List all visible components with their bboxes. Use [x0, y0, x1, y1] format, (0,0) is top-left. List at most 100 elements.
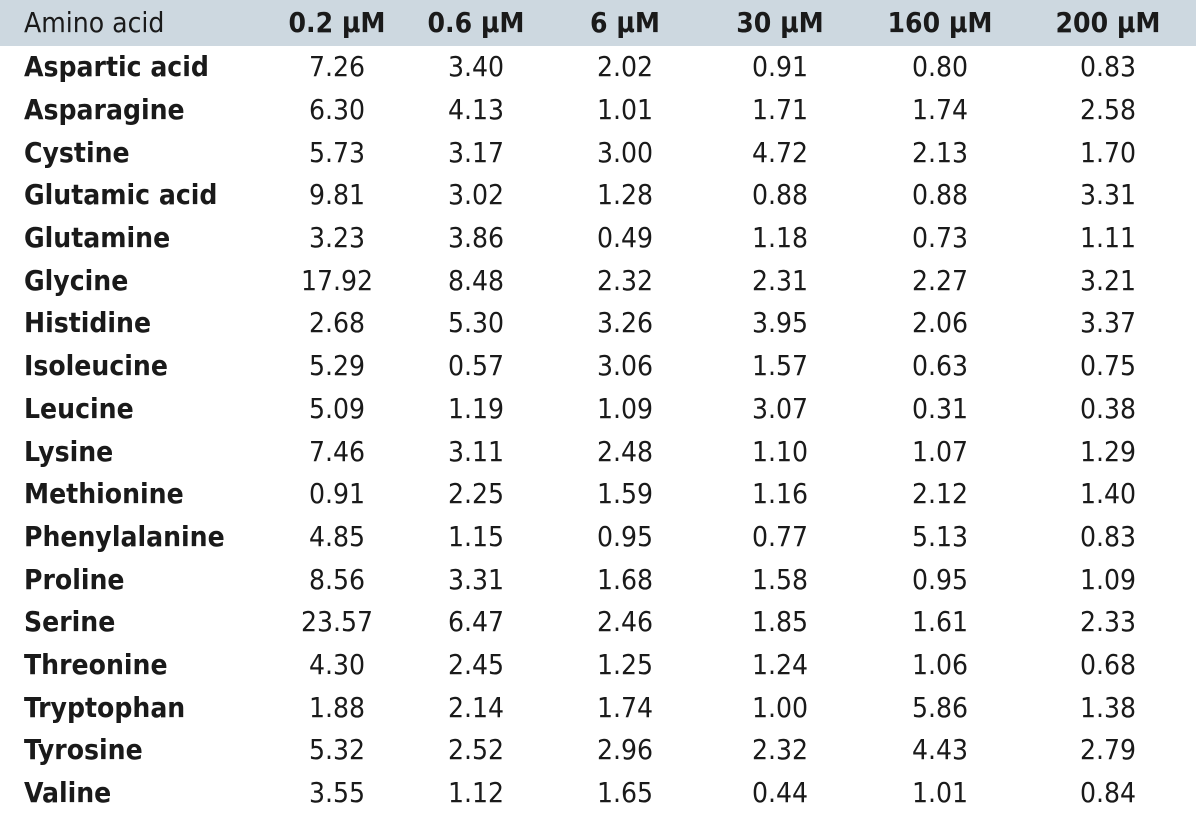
- table-cell: 2.12: [911, 477, 969, 511]
- table-cell: 2.52: [447, 733, 505, 767]
- amino-acid-name: Serine: [24, 605, 116, 639]
- table-cell: 3.31: [1079, 178, 1137, 212]
- table-cell: 6.30: [308, 93, 366, 127]
- table-cell: 1.06: [911, 647, 969, 681]
- amino-acid-name: Aspartic acid: [24, 50, 209, 84]
- amino-acid-name: Tryptophan: [24, 690, 186, 724]
- amino-acid-name: Asparagine: [24, 93, 185, 127]
- table-cell: 3.40: [447, 50, 505, 84]
- table-cell: 3.31: [447, 562, 505, 596]
- table-row: Leucine 5.09 1.19 1.09 3.07 0.31 0.38: [0, 388, 1196, 431]
- table-cell: 0.73: [911, 221, 969, 255]
- table-cell: 0.84: [1079, 776, 1137, 810]
- table-cell: 1.10: [751, 434, 809, 468]
- table-cell: 2.32: [751, 733, 809, 767]
- table-cell: 1.07: [911, 434, 969, 468]
- table-cell: 5.32: [308, 733, 366, 767]
- table-cell: 3.55: [308, 776, 366, 810]
- table-header: Amino acid 0.2 μM 0.6 μM 6 μM 30 μM 160 …: [0, 0, 1196, 46]
- amino-acid-name: Tyrosine: [24, 733, 143, 767]
- header-200-um: 200 μM: [1055, 6, 1161, 39]
- table-cell: 1.12: [447, 776, 505, 810]
- table-cell: 1.00: [751, 690, 809, 724]
- amino-acid-name: Phenylalanine: [24, 519, 225, 553]
- amino-acid-name: Methionine: [24, 477, 184, 511]
- table-cell: 1.40: [1079, 477, 1137, 511]
- table-cell: 0.49: [596, 221, 654, 255]
- table-cell: 0.80: [911, 50, 969, 84]
- table-cell: 2.31: [751, 263, 809, 297]
- header-30-um: 30 μM: [736, 6, 824, 39]
- table-cell: 3.26: [596, 306, 654, 340]
- table-row: Methionine 0.91 2.25 1.59 1.16 2.12 1.40: [0, 473, 1196, 516]
- table-cell: 2.25: [447, 477, 505, 511]
- header-160-um: 160 μM: [887, 6, 993, 39]
- header-row: Amino acid 0.2 μM 0.6 μM 6 μM 30 μM 160 …: [0, 0, 1196, 46]
- table-cell: 1.65: [596, 776, 654, 810]
- table-cell: 1.71: [751, 93, 809, 127]
- table-cell: 4.13: [447, 93, 505, 127]
- amino-acid-name: Threonine: [24, 647, 168, 681]
- table-cell: 3.23: [308, 221, 366, 255]
- table-cell: 0.31: [911, 391, 969, 425]
- table-cell: 1.01: [911, 776, 969, 810]
- amino-acid-name: Isoleucine: [24, 349, 168, 383]
- table-cell: 8.56: [308, 562, 366, 596]
- table-cell: 1.29: [1079, 434, 1137, 468]
- table-body: Aspartic acid 7.26 3.40 2.02 0.91 0.80 0.83 Asp…: [0, 46, 1196, 814]
- table-cell: 0.88: [751, 178, 809, 212]
- table-row: Histidine 2.68 5.30 3.26 3.95 2.06 3.37: [0, 302, 1196, 345]
- table-cell: 0.63: [911, 349, 969, 383]
- table-cell: 1.38: [1079, 690, 1137, 724]
- table-cell: 0.95: [596, 519, 654, 553]
- table-cell: 5.09: [308, 391, 366, 425]
- table-row: Tryptophan 1.88 2.14 1.74 1.00 5.86 1.38: [0, 686, 1196, 729]
- table-cell: 2.33: [1079, 605, 1137, 639]
- table-cell: 2.14: [447, 690, 505, 724]
- table-cell: 3.07: [751, 391, 809, 425]
- table-cell: 23.57: [300, 605, 374, 639]
- table-cell: 9.81: [308, 178, 366, 212]
- table-cell: 1.15: [447, 519, 505, 553]
- table-cell: 0.83: [1079, 50, 1137, 84]
- table-cell: 3.37: [1079, 306, 1137, 340]
- table-cell: 1.11: [1079, 221, 1137, 255]
- table-cell: 0.91: [751, 50, 809, 84]
- table-row: Cystine 5.73 3.17 3.00 4.72 2.13 1.70: [0, 131, 1196, 174]
- table-cell: 7.46: [308, 434, 366, 468]
- table-cell: 1.09: [1079, 562, 1137, 596]
- table-cell: 0.77: [751, 519, 809, 553]
- table-row: Lysine 7.46 3.11 2.48 1.10 1.07 1.29: [0, 430, 1196, 473]
- table-cell: 1.85: [751, 605, 809, 639]
- table-cell: 2.46: [596, 605, 654, 639]
- table-cell: 2.48: [596, 434, 654, 468]
- table-cell: 1.74: [911, 93, 969, 127]
- table-cell: 1.16: [751, 477, 809, 511]
- table-cell: 2.45: [447, 647, 505, 681]
- table-cell: 0.57: [447, 349, 505, 383]
- amino-acid-name: Glutamic acid: [24, 178, 218, 212]
- amino-acid-name: Valine: [24, 776, 112, 810]
- table-cell: 1.74: [596, 690, 654, 724]
- table-row: Asparagine 6.30 4.13 1.01 1.71 1.74 2.58: [0, 89, 1196, 132]
- table-cell: 2.27: [911, 263, 969, 297]
- table-cell: 1.25: [596, 647, 654, 681]
- table-cell: 1.28: [596, 178, 654, 212]
- table-cell: 3.17: [447, 135, 505, 169]
- table-cell: 0.91: [308, 477, 366, 511]
- table-cell: 1.58: [751, 562, 809, 596]
- table-cell: 5.86: [911, 690, 969, 724]
- table-cell: 1.01: [596, 93, 654, 127]
- table-row: Isoleucine 5.29 0.57 3.06 1.57 0.63 0.75: [0, 345, 1196, 388]
- table-cell: 2.68: [308, 306, 366, 340]
- table-cell: 3.00: [596, 135, 654, 169]
- table-cell: 3.95: [751, 306, 809, 340]
- amino-acid-name: Glutamine: [24, 221, 171, 255]
- table-cell: 3.02: [447, 178, 505, 212]
- table-cell: 0.68: [1079, 647, 1137, 681]
- table-cell: 5.29: [308, 349, 366, 383]
- table-cell: 1.88: [308, 690, 366, 724]
- table-cell: 8.48: [447, 263, 505, 297]
